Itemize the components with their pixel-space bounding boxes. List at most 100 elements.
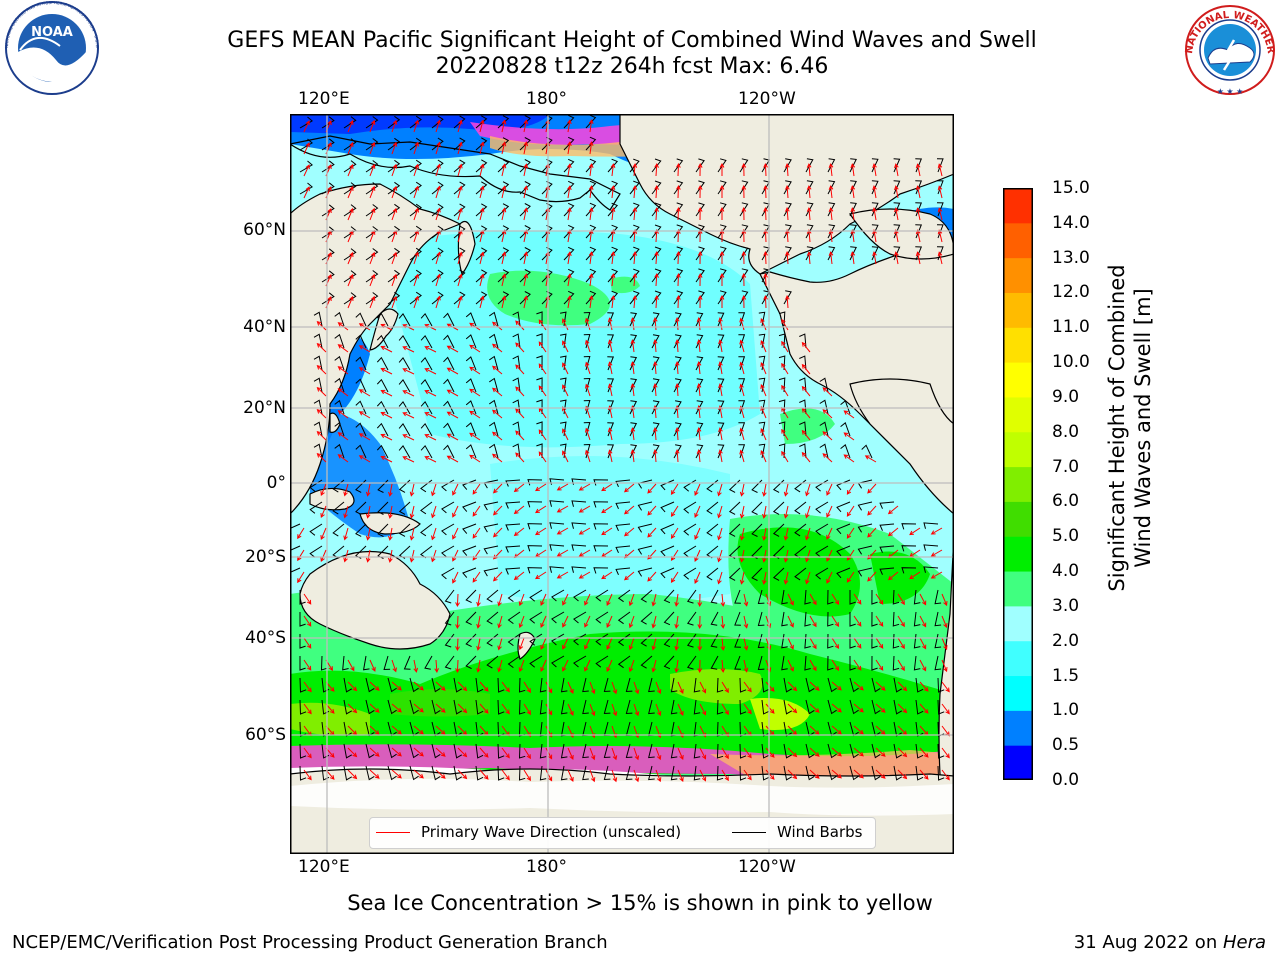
wave-direction-arrow — [741, 294, 747, 309]
wave-direction-arrow — [369, 295, 376, 309]
wind-barb — [398, 401, 411, 415]
wind-barb — [453, 765, 463, 781]
wind-barb — [313, 355, 323, 371]
wind-barb — [804, 589, 811, 605]
wave-direction-arrow — [632, 162, 638, 177]
wave-direction-arrow — [303, 637, 312, 649]
wave-direction-arrow — [697, 162, 703, 177]
wave-direction-arrow — [787, 637, 794, 650]
wave-direction-arrow — [424, 368, 437, 375]
wave-direction-arrow — [647, 571, 657, 582]
wave-direction-arrow — [607, 449, 613, 463]
wind-barb — [673, 224, 684, 239]
colorbar-block — [1003, 327, 1033, 363]
wave-direction-arrow — [343, 549, 349, 563]
wave-direction-arrow — [763, 162, 768, 177]
wave-direction-arrow — [610, 273, 616, 287]
wind-barb — [489, 443, 499, 459]
wind-barb — [431, 225, 444, 239]
wave-direction-arrow — [435, 295, 441, 309]
wind-barb — [603, 677, 611, 693]
wave-direction-arrow — [909, 571, 921, 580]
wave-direction-arrow — [828, 207, 834, 221]
wind-barb — [783, 224, 792, 239]
wind-barb — [431, 247, 444, 261]
wind-barb — [695, 246, 705, 261]
wave-direction-arrow — [887, 571, 899, 581]
wave-direction-arrow — [674, 316, 680, 331]
wind-barb — [651, 202, 662, 217]
colorbar-block — [1003, 536, 1033, 572]
wind-barb — [758, 377, 766, 393]
wind-barb — [560, 743, 568, 759]
wind-barb — [527, 523, 543, 530]
wave-direction-arrow — [578, 571, 591, 579]
wind-barb — [660, 523, 675, 535]
wave-direction-arrow — [337, 366, 349, 375]
wave-direction-arrow — [919, 659, 927, 672]
wind-barb — [443, 334, 455, 349]
wave-direction-arrow — [941, 615, 948, 629]
wave-direction-arrow — [518, 593, 525, 607]
wind-barb — [758, 333, 766, 349]
wave-direction-arrow — [435, 681, 446, 691]
wave-direction-arrow — [589, 681, 596, 695]
wind-barb — [507, 655, 521, 669]
wind-barb — [475, 291, 488, 305]
wind-barb — [607, 202, 619, 217]
wind-barb — [497, 291, 510, 305]
wave-direction-arrow — [677, 703, 684, 716]
wave-direction-arrow — [801, 429, 811, 441]
wave-direction-arrow — [720, 593, 726, 607]
wave-direction-arrow — [760, 384, 767, 397]
wave-direction-arrow — [897, 659, 905, 672]
wave-direction-arrow — [446, 455, 459, 463]
wave-direction-arrow — [523, 185, 529, 199]
wind-barb — [734, 611, 741, 626]
wave-direction-arrow — [457, 251, 463, 265]
wind-barb — [937, 765, 945, 781]
wind-barb — [571, 566, 587, 573]
wind-barb — [343, 248, 357, 261]
wave-direction-arrow — [630, 317, 636, 331]
wind-barb — [299, 743, 307, 759]
wind-barb — [560, 377, 567, 393]
wind-barb — [299, 656, 306, 671]
wind-barb — [728, 523, 741, 537]
wind-barb — [706, 501, 719, 515]
wind-barb — [651, 290, 662, 305]
wave-direction-arrow — [479, 185, 485, 199]
sea-ice-note: Sea Ice Concentration > 15% is shown in … — [347, 891, 933, 915]
wind-barb — [409, 291, 422, 305]
wave-direction-arrow — [783, 527, 789, 541]
wave-direction-arrow — [623, 505, 635, 515]
wave-direction-arrow — [739, 483, 745, 497]
wind-barb — [551, 589, 565, 602]
wave-direction-arrow — [562, 428, 569, 441]
wind-barb — [519, 203, 531, 217]
wind-barb — [497, 181, 510, 195]
wind-barb — [629, 202, 640, 217]
wind-barb — [313, 311, 323, 327]
wave-direction-arrow — [826, 549, 833, 562]
wave-direction-arrow — [518, 659, 525, 673]
wave-direction-arrow — [391, 747, 402, 757]
wave-direction-arrow — [654, 228, 659, 243]
wind-barb — [560, 399, 567, 415]
wave-direction-arrow — [763, 294, 768, 309]
wave-direction-arrow — [491, 343, 503, 353]
wind-barb — [573, 633, 587, 646]
wind-barb — [607, 158, 619, 173]
wind-barb — [585, 202, 597, 217]
wave-direction-arrow — [476, 637, 481, 651]
wind-barb — [739, 224, 749, 239]
wave-direction-arrow — [805, 549, 811, 563]
wave-direction-arrow — [402, 456, 415, 463]
wind-barb — [465, 422, 477, 437]
wave-direction-arrow — [809, 637, 817, 650]
lat-tick-40n: 40°N — [243, 317, 286, 337]
wave-direction-arrow — [601, 505, 613, 514]
wind-barb — [761, 721, 770, 737]
wind-barb — [673, 378, 682, 393]
wave-direction-arrow — [535, 527, 547, 536]
